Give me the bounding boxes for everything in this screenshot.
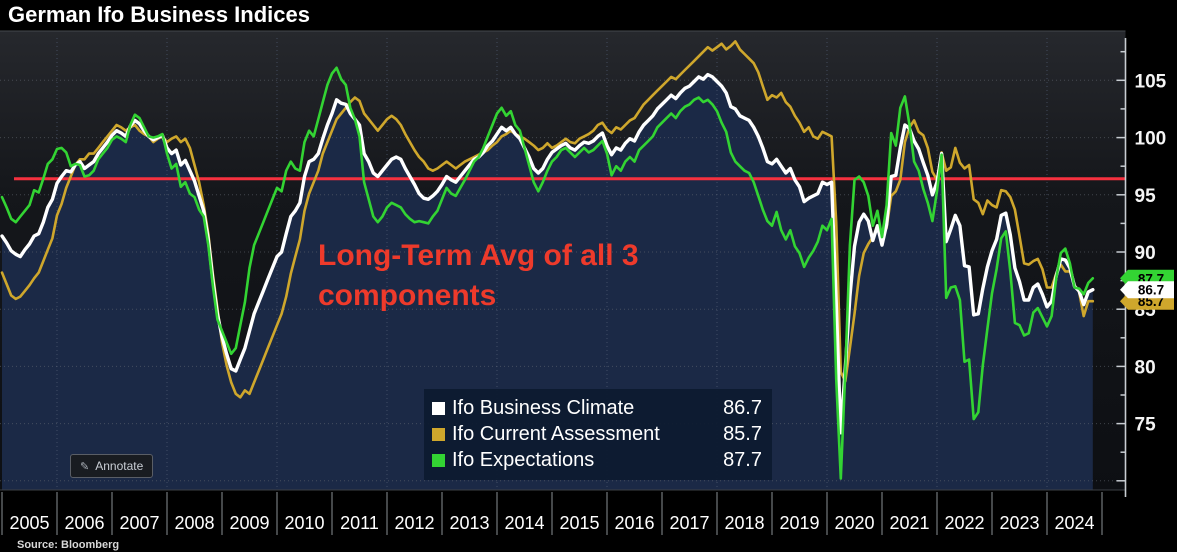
legend-row-current-assessment: Ifo Current Assessment 85.7 [432,421,762,447]
climate-area-fill [2,74,1093,490]
y-axis-label: 80 [1135,357,1156,378]
legend-value: 87.7 [723,448,762,471]
x-axis-year-label: 2006 [64,513,104,533]
x-axis-year-label: 2024 [1054,513,1094,533]
annotation-line2: components [318,279,497,312]
legend-swatch-business-climate [432,401,445,415]
series-line-ifo-current-assessment [0,40,1095,399]
long-term-avg-annotation: Long-Term Avg of all 3 components [318,236,639,316]
x-axis-year-label: 2020 [834,513,874,533]
legend-row-business-climate: Ifo Business Climate 86.7 [432,395,762,421]
x-axis-year-label: 2009 [229,513,269,533]
pencil-icon: ✎ [80,460,90,473]
x-axis-year-label: 2014 [504,513,544,533]
x-axis-year-label: 2021 [889,513,929,533]
legend-swatch-current-assessment [432,427,445,441]
legend-label: Ifo Expectations [452,448,595,471]
x-axis-year-label: 2012 [394,513,434,533]
y-axis-label: 100 [1135,129,1167,150]
legend-swatch-expectations [432,453,445,467]
y-axis-label: 90 [1135,243,1156,264]
x-axis-year-label: 2017 [669,513,709,533]
page-title: German Ifo Business Indices [8,2,310,27]
x-axis-year-label: 2023 [999,513,1039,533]
x-axis-year-label: 2015 [559,513,599,533]
annotate-button-label: Annotate [95,459,144,473]
x-axis-year-label: 2011 [340,513,379,533]
value-tag [1120,281,1174,299]
x-axis-year-label: 2005 [9,513,49,533]
x-axis-year-label: 2008 [174,513,214,533]
x-axis-year-label: 2007 [119,513,159,533]
last-value-tags: 85.787.786.7 [1120,269,1174,310]
source-credit: Source: Bloomberg [17,539,120,551]
annotate-button[interactable]: ✎ Annotate [70,454,154,478]
value-tag-text: 86.7 [1138,283,1164,298]
x-axis-year-label: 2022 [944,513,984,533]
legend-value: 85.7 [723,422,762,445]
x-axis: 2005 2006 2007 2008 2009 2010 2011 2012 2013 2014… [1,492,1103,535]
legend-label: Ifo Business Climate [452,396,635,419]
x-axis-year-label: 2016 [614,513,654,533]
y-axis-label: 75 [1135,415,1157,436]
legend-value: 86.7 [723,396,762,419]
annotation-line1: Long-Term Avg of all 3 [318,239,639,272]
y-axis-label: 95 [1135,186,1157,207]
chart-legend: Ifo Business Climate 86.7 Ifo Current As… [424,389,772,480]
x-axis-year-label: 2019 [779,513,819,533]
x-axis-year-label: 2018 [724,513,764,533]
series-line-ifo-expectations [0,66,1095,480]
x-axis-year-label: 2013 [449,513,489,533]
y-axis-label: 105 [1135,71,1167,92]
legend-label: Ifo Current Assessment [452,422,660,445]
legend-row-expectations: Ifo Expectations 87.7 [432,447,762,473]
x-axis-year-label: 2010 [284,513,324,533]
